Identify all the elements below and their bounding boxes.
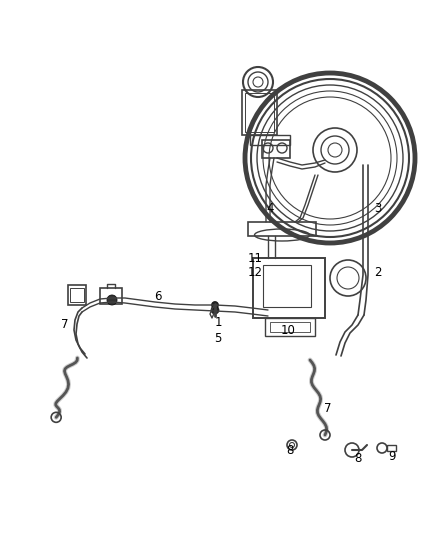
Text: 2: 2: [374, 265, 382, 279]
Text: 9: 9: [388, 450, 396, 464]
Circle shape: [212, 302, 219, 309]
Bar: [100, 288, 122, 304]
Bar: [263, 265, 311, 307]
Text: 7: 7: [61, 319, 69, 332]
Bar: [242, 90, 277, 135]
Text: 7: 7: [324, 401, 332, 415]
Bar: [70, 288, 84, 302]
Text: 12: 12: [247, 265, 262, 279]
Bar: [262, 140, 290, 158]
Text: 5: 5: [214, 332, 222, 344]
Bar: [248, 222, 316, 236]
Text: 6: 6: [154, 289, 162, 303]
Text: 4: 4: [266, 201, 274, 214]
Text: 10: 10: [281, 324, 296, 336]
Bar: [245, 93, 274, 132]
Bar: [387, 445, 396, 451]
Bar: [253, 258, 325, 318]
Text: 8: 8: [286, 443, 294, 456]
Circle shape: [211, 306, 219, 314]
Circle shape: [107, 295, 117, 305]
Text: 11: 11: [247, 252, 262, 264]
Bar: [270, 322, 310, 332]
Text: 1: 1: [214, 316, 222, 328]
Bar: [265, 318, 315, 336]
Bar: [250, 135, 290, 145]
Bar: [68, 285, 86, 305]
Text: 3: 3: [374, 201, 381, 214]
Text: 8: 8: [354, 451, 362, 464]
